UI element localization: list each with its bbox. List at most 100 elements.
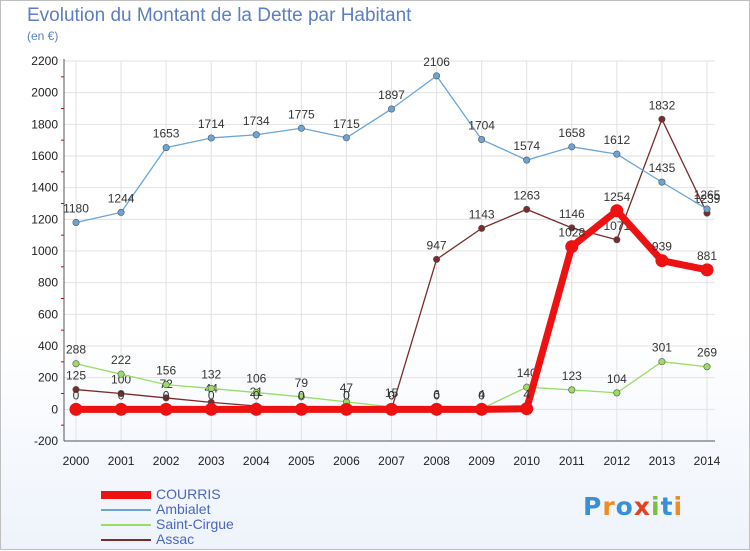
- data-point-ambialet: [703, 205, 711, 213]
- x-tick-label: 2014: [694, 454, 721, 468]
- logo-letter: i: [651, 492, 661, 521]
- x-tick-label: 2005: [288, 454, 315, 468]
- data-point-courris: [294, 402, 308, 416]
- data-label-saint-cirgue: 104: [607, 372, 627, 386]
- data-point-saint-cirgue: [207, 384, 215, 392]
- data-label-assac: 947: [427, 238, 447, 252]
- data-point-courris: [520, 402, 534, 416]
- data-label-ambialet: 1612: [604, 133, 631, 147]
- data-point-ambialet: [162, 144, 170, 152]
- data-point-courris: [69, 402, 83, 416]
- data-point-assac: [523, 205, 531, 213]
- data-point-assac: [658, 115, 666, 123]
- data-label-ambialet: 1435: [649, 161, 676, 175]
- x-tick-label: 2011: [559, 454, 585, 468]
- data-label-saint-cirgue: 15: [385, 386, 399, 400]
- data-label-assac: 0: [343, 388, 350, 402]
- logo-letter: P: [583, 492, 603, 521]
- y-tick-label: 200: [38, 371, 58, 385]
- x-tick-label: 2013: [649, 454, 676, 468]
- data-label-saint-cirgue: 269: [697, 346, 717, 360]
- data-point-assac: [568, 224, 576, 232]
- data-label-assac: 1239: [694, 192, 721, 206]
- data-label-courris: 0: [163, 388, 170, 402]
- y-tick-label: 0: [51, 402, 58, 416]
- data-label-ambialet: 1714: [198, 117, 225, 131]
- data-point-courris: [385, 402, 398, 416]
- proxiti-logo: Proxiti: [583, 492, 683, 521]
- data-point-saint-cirgue: [252, 389, 260, 397]
- data-label-ambialet: 1704: [468, 119, 495, 133]
- data-point-saint-cirgue: [162, 381, 170, 389]
- legend-swatch-ambialet: [101, 509, 151, 511]
- data-point-assac: [162, 394, 170, 402]
- data-point-ambialet: [613, 150, 621, 158]
- x-tick-label: 2012: [604, 454, 631, 468]
- data-label-assac: 125: [66, 369, 86, 383]
- data-point-saint-cirgue: [658, 358, 666, 366]
- data-label-ambialet: 1244: [108, 191, 135, 205]
- data-point-ambialet: [658, 178, 666, 186]
- data-point-courris: [610, 204, 624, 218]
- legend-label-courris: COURRIS: [156, 486, 221, 502]
- data-point-courris: [159, 402, 173, 416]
- y-tick-label: 400: [38, 339, 58, 353]
- data-label-ambialet: 1180: [63, 202, 89, 216]
- y-tick-label: -200: [34, 434, 58, 448]
- data-label-ambialet: 1265: [694, 188, 721, 202]
- data-point-ambialet: [523, 156, 531, 164]
- chart-title: Evolution du Montant de la Dette par Hab…: [27, 5, 412, 26]
- legend-swatch-saint-cirgue: [101, 524, 151, 526]
- x-tick-label: 2007: [378, 454, 405, 468]
- data-label-ambialet: 1574: [513, 139, 540, 153]
- data-point-assac: [613, 236, 621, 244]
- data-label-assac: 0: [388, 388, 395, 402]
- data-point-courris: [655, 254, 669, 268]
- x-tick-label: 2006: [333, 454, 360, 468]
- data-label-courris: 0: [343, 388, 350, 402]
- data-point-ambialet: [478, 136, 486, 144]
- data-label-ambialet: 1734: [243, 114, 270, 128]
- legend-label-assac: Assac: [156, 531, 195, 547]
- data-label-assac: 1143: [469, 207, 495, 221]
- data-point-ambialet: [387, 105, 395, 113]
- data-label-courris: 4: [523, 388, 530, 402]
- data-point-courris: [339, 402, 353, 416]
- data-label-saint-cirgue: 4: [478, 388, 485, 402]
- data-point-ambialet: [252, 131, 260, 139]
- data-point-saint-cirgue: [297, 393, 305, 401]
- data-label-ambialet: 2106: [423, 55, 450, 69]
- x-tick-label: 2009: [468, 454, 495, 468]
- data-point-saint-cirgue: [613, 389, 621, 397]
- x-tick-label: 2010: [513, 454, 540, 468]
- data-label-saint-cirgue: 140: [517, 366, 537, 380]
- legend-swatch-courris: [101, 491, 151, 499]
- y-tick-label: 800: [38, 276, 58, 290]
- legend-label-ambialet: Ambialet: [156, 501, 211, 517]
- data-point-courris: [565, 240, 579, 254]
- chart-unit-label: (en €): [27, 29, 59, 43]
- data-label-assac: 1146: [559, 207, 585, 221]
- data-label-courris: 1028: [558, 226, 585, 240]
- data-label-courris: 1254: [604, 190, 631, 204]
- data-label-courris: 0: [388, 388, 395, 402]
- data-point-ambialet: [342, 134, 350, 142]
- data-point-assac: [433, 255, 441, 263]
- data-label-saint-cirgue: 156: [156, 364, 176, 378]
- data-point-courris: [204, 402, 218, 416]
- y-tick-label: 1200: [31, 212, 58, 226]
- logo-letter: o: [615, 492, 634, 521]
- data-label-courris: 881: [697, 249, 717, 263]
- data-point-ambialet: [207, 134, 215, 142]
- data-label-saint-cirgue: 123: [562, 369, 582, 383]
- x-tick-label: 2004: [243, 454, 270, 468]
- y-tick-label: 2200: [31, 54, 58, 68]
- data-point-saint-cirgue: [703, 363, 711, 371]
- y-tick-label: 2000: [31, 86, 58, 100]
- data-label-saint-cirgue: 79: [295, 376, 309, 390]
- data-label-courris: 0: [253, 388, 260, 402]
- data-point-courris: [114, 402, 128, 416]
- data-label-saint-cirgue: 132: [201, 367, 221, 381]
- data-label-saint-cirgue: 301: [652, 341, 672, 355]
- data-label-saint-cirgue: 47: [340, 381, 354, 395]
